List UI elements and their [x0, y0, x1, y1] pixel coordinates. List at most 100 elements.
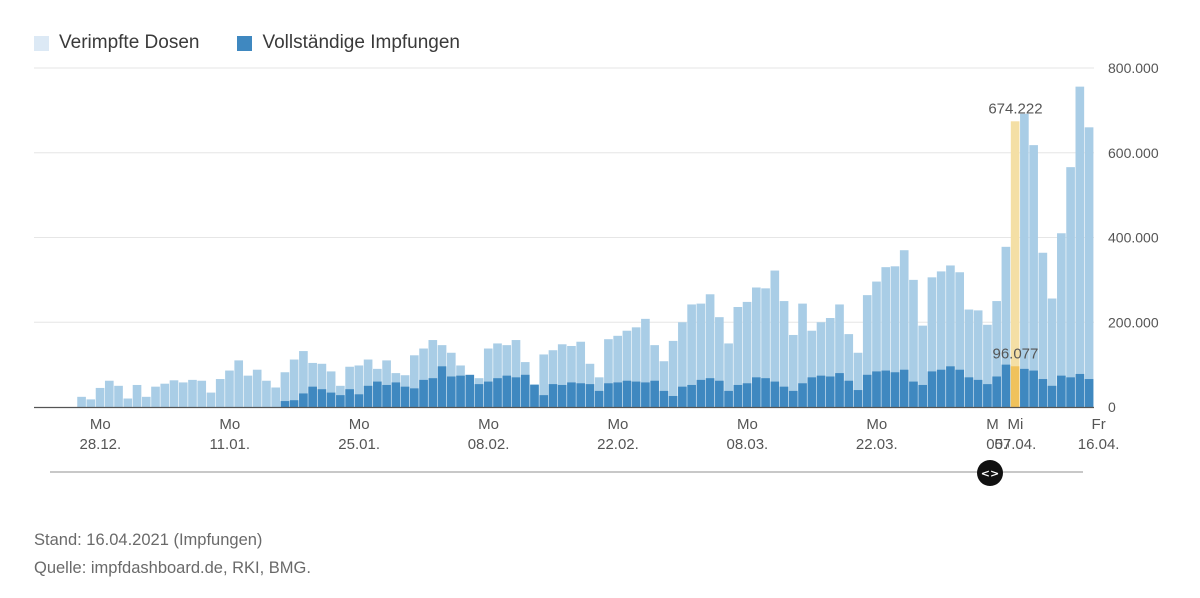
full-vaccination-bar: [779, 386, 789, 407]
dose-bar: [548, 350, 558, 407]
full-vaccination-bar: [918, 384, 928, 407]
full-vaccination-bar: [825, 376, 835, 407]
dose-bar: [733, 306, 743, 407]
full-vaccination-bar: [955, 369, 964, 407]
dose-bar: [872, 281, 881, 407]
full-vaccination-bar: [483, 381, 493, 407]
dose-bar: [844, 334, 854, 407]
dose-bar: [825, 318, 835, 407]
dose-bar: [909, 279, 918, 407]
dose-bar: [252, 369, 262, 407]
full-vaccination-bar: [548, 384, 558, 407]
dose-bar: [493, 343, 502, 407]
full-vaccination-bar: [696, 379, 706, 407]
full-vaccination-bar: [1075, 373, 1085, 407]
full-vaccination-bar: [724, 390, 733, 407]
y-tick-label: 800.000: [1108, 60, 1159, 76]
full-vaccination-bar: [456, 375, 465, 407]
full-vaccination-bar: [557, 384, 567, 407]
full-vaccination-bar: [419, 379, 428, 407]
dose-bar: [483, 348, 493, 407]
dose-bar: [160, 383, 170, 407]
dose-bar: [151, 386, 160, 407]
full-vaccination-bar: [973, 379, 983, 407]
full-vaccination-bar: [1020, 368, 1029, 407]
dose-bar: [215, 379, 225, 407]
full-vaccination-bar: [844, 380, 854, 407]
legend-swatch-full: [237, 35, 253, 51]
dose-bar: [992, 301, 1001, 407]
x-tick-date: 25.01.: [338, 436, 380, 453]
full-vaccination-bar: [308, 386, 317, 407]
dose-bar: [650, 345, 659, 407]
y-tick-label: 0: [1108, 399, 1116, 415]
dose-bar: [410, 355, 419, 407]
dose-bar: [576, 341, 586, 407]
full-vaccination-bar: [862, 374, 872, 407]
x-tick-day: Mi: [1008, 416, 1024, 433]
dose-bar: [890, 266, 900, 407]
dose-bar: [678, 322, 687, 407]
dose-bar: [299, 351, 308, 407]
dose-bar: [511, 340, 521, 407]
full-vaccination-bar: [428, 378, 438, 407]
full-vaccination-bar: [363, 385, 373, 407]
legend: Verimpfte Dosen Vollständige Impfungen: [34, 28, 498, 58]
full-vaccination-bar: [511, 377, 521, 407]
full-vaccination-bar: [936, 369, 946, 407]
dose-bar: [1010, 121, 1020, 407]
x-tick-day: Mo: [349, 416, 370, 433]
stand-text: Stand: 16.04.2021 (Impfungen): [34, 531, 263, 549]
dose-bar: [964, 309, 974, 407]
footer: Stand: 16.04.2021 (Impfungen) Quelle: im…: [34, 526, 311, 582]
dose-bar: [798, 303, 807, 407]
dose-bar: [973, 310, 983, 407]
x-tick-date: 08.03.: [727, 436, 769, 453]
dose-bar: [1020, 113, 1029, 407]
legend-item-doses[interactable]: Verimpfte Dosen: [34, 32, 199, 54]
dose-bar: [271, 387, 280, 407]
doses-value-label: 674.222: [988, 100, 1042, 117]
dose-bar: [308, 362, 317, 407]
full-vaccination-bar: [446, 376, 456, 407]
dose-bar: [881, 267, 891, 407]
dose-bar: [289, 359, 299, 407]
full-vaccination-bar: [899, 369, 909, 407]
dose-bar: [382, 360, 391, 407]
full-vaccination-bar: [326, 392, 336, 407]
x-tick-date: 07.04.: [995, 436, 1037, 453]
full-vaccination-bar: [354, 394, 364, 407]
full-vaccination-bar: [539, 395, 549, 407]
full-vaccination-bar: [1057, 375, 1066, 407]
full-vaccination-bar: [465, 374, 475, 407]
dose-bar: [696, 303, 706, 407]
grid-lines: [34, 67, 1094, 323]
full-vaccination-bar: [631, 381, 641, 407]
full-vaccination-bar: [1047, 385, 1057, 407]
full-vaccination-bar: [604, 383, 613, 407]
x-tick-day: M: [986, 416, 999, 433]
dose-bar: [262, 380, 271, 407]
legend-label-full: Vollständige Impfungen: [262, 32, 461, 53]
dose-bar: [169, 380, 179, 407]
dose-bar: [816, 322, 826, 407]
x-tick-day: Mo: [478, 416, 499, 433]
x-tick-date: 28.12.: [79, 436, 121, 453]
full-vaccination-bar: [816, 375, 826, 407]
full-vaccination-bar: [1066, 377, 1075, 407]
dose-bar: [567, 345, 576, 407]
full-vaccination-bar: [280, 401, 290, 407]
legend-item-full[interactable]: Vollständige Impfungen: [237, 32, 460, 54]
full-vaccination-bar: [1038, 379, 1048, 407]
dose-bar: [853, 352, 863, 407]
dose-bar: [927, 277, 937, 407]
dose-bar: [668, 340, 678, 407]
full-vaccination-bar: [715, 380, 724, 407]
x-tick-day: Mo: [866, 416, 887, 433]
x-tick-day: Mo: [737, 416, 758, 433]
full-vaccination-bar: [668, 395, 678, 407]
x-tick-day: Mo: [219, 416, 240, 433]
slider-handle-icon[interactable]: <>: [977, 460, 1003, 486]
full-vaccination-bar: [650, 380, 659, 407]
dose-bar: [95, 387, 105, 407]
